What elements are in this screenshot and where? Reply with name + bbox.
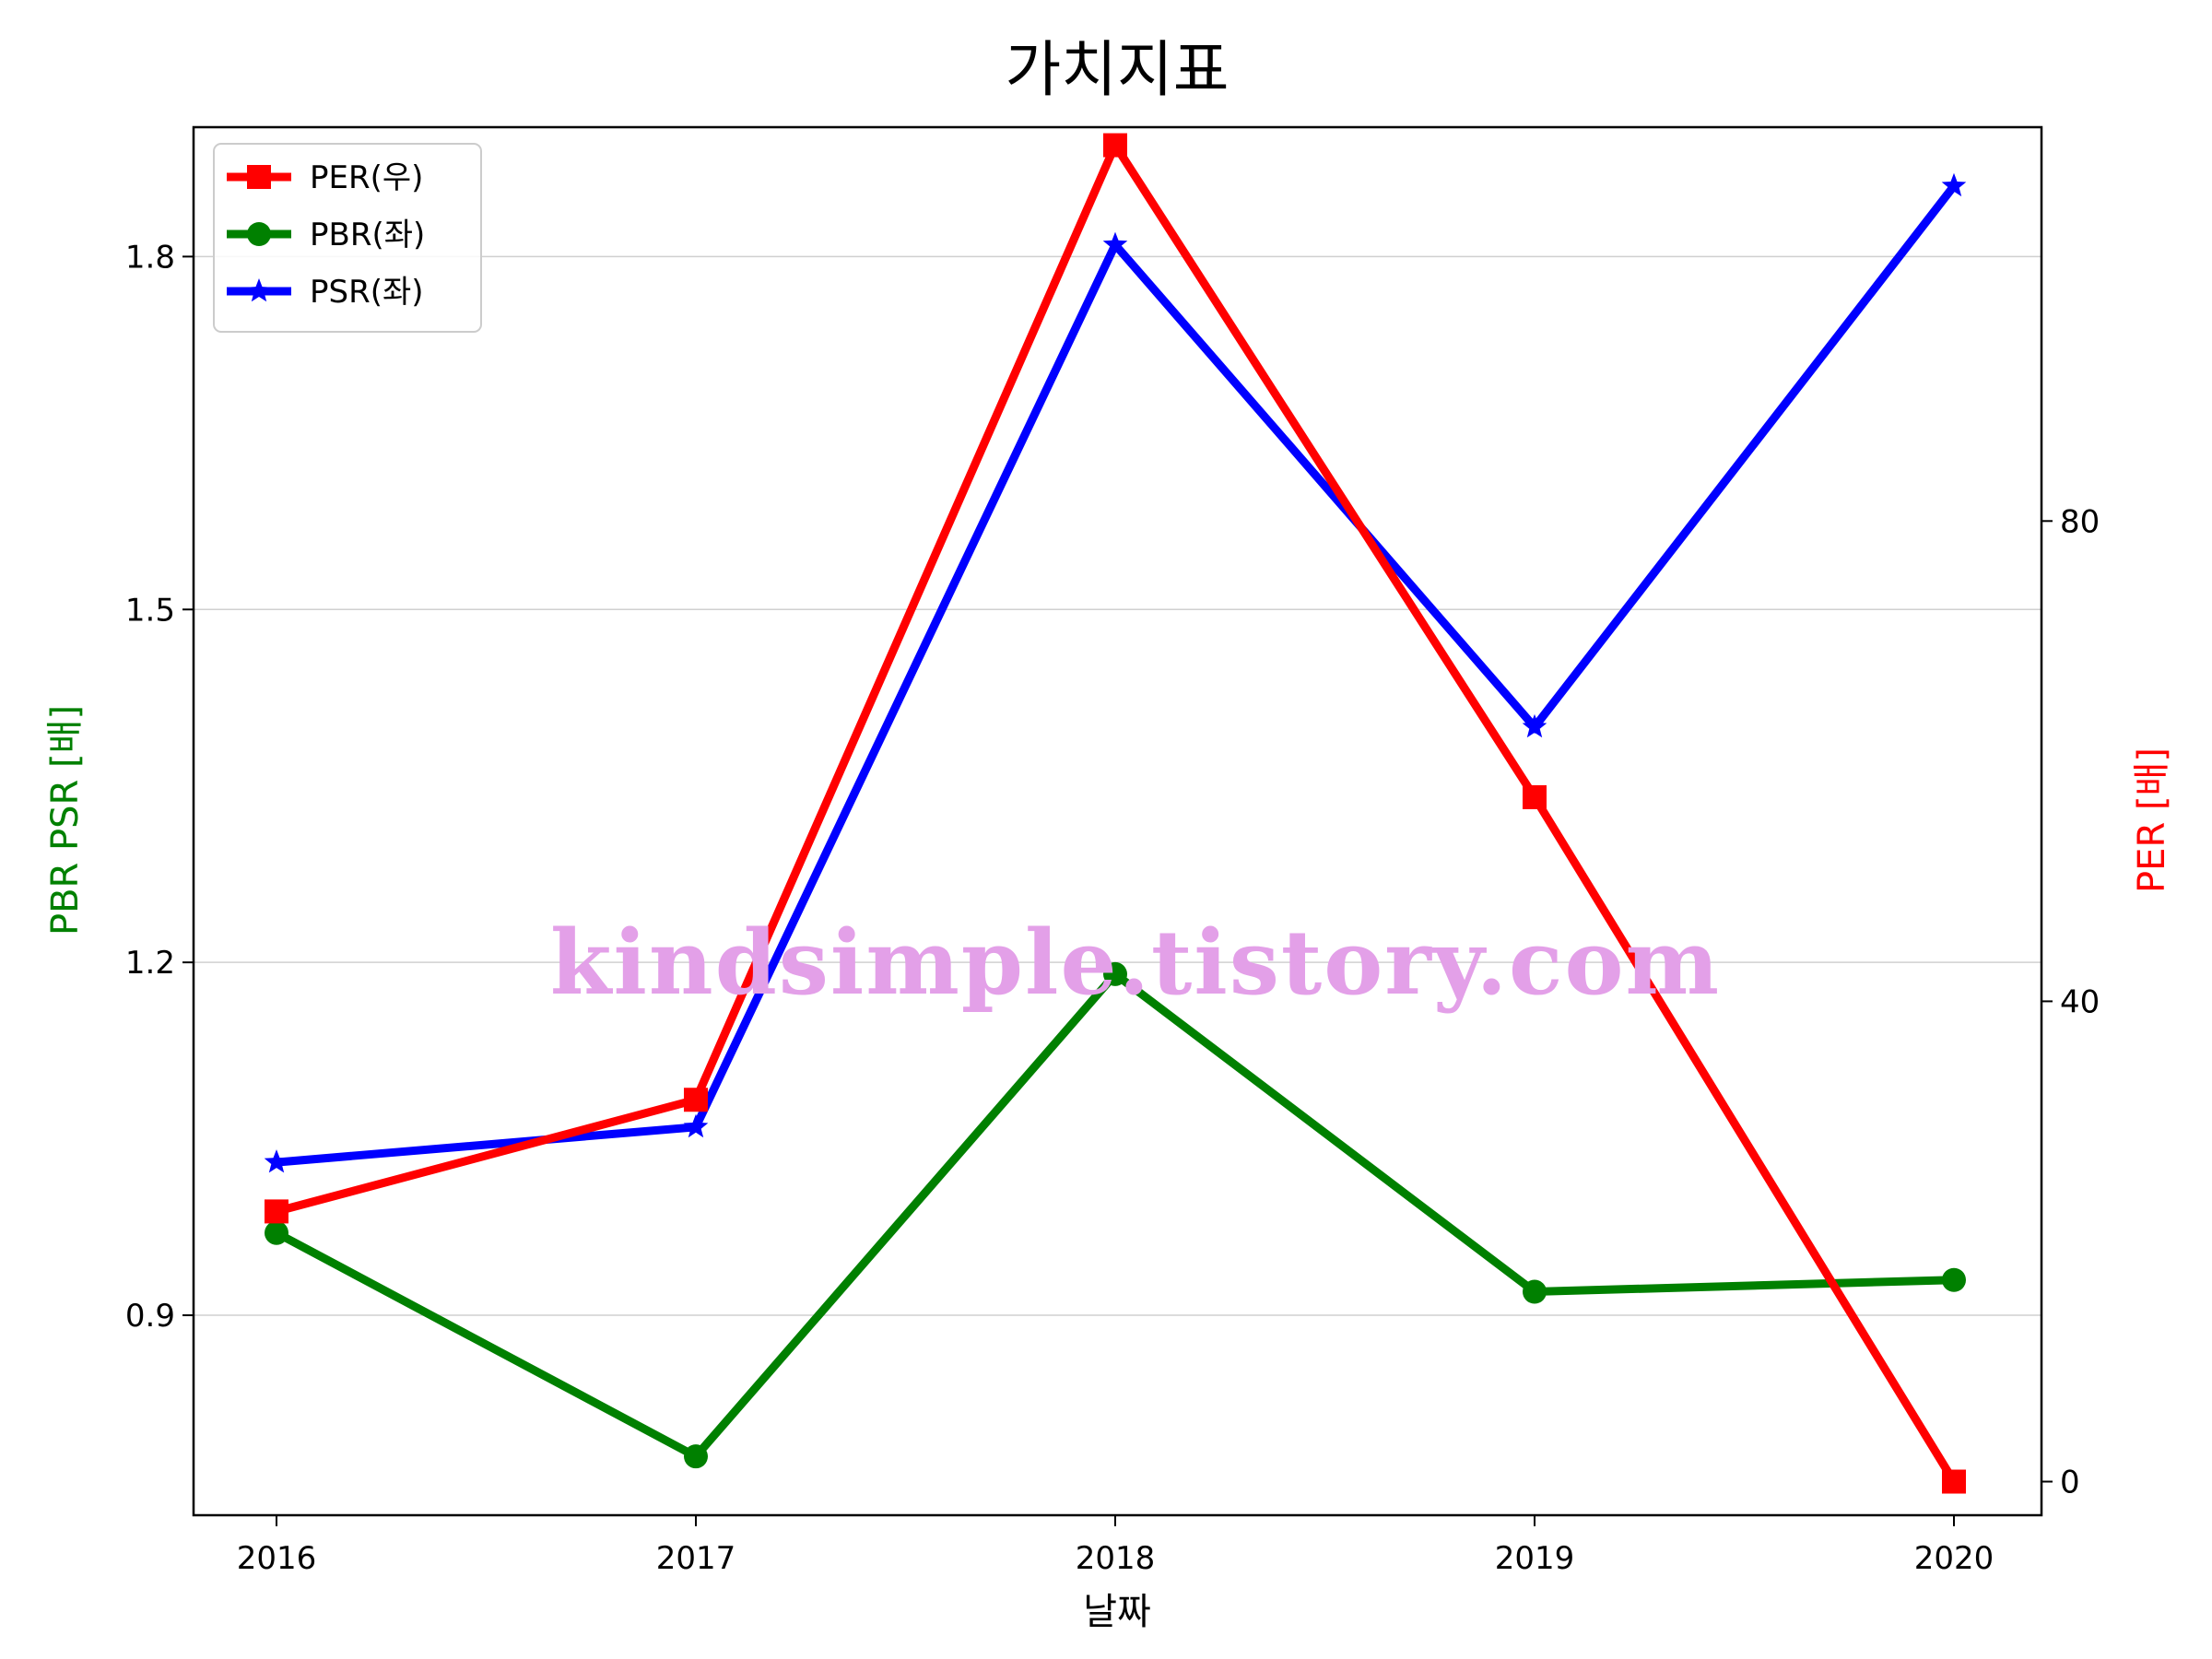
x-tick-label: 2016 xyxy=(237,1540,317,1577)
right-y-tick-label: 80 xyxy=(2060,503,2100,540)
data-point-per xyxy=(265,1199,288,1224)
x-tick-label: 2018 xyxy=(1076,1540,1156,1577)
legend-item-pbr: PBR(좌) xyxy=(227,217,425,253)
left-y-tick-label: 0.9 xyxy=(125,1298,175,1335)
data-point-psr xyxy=(264,1149,289,1173)
legend-items: PER(우) PBR(좌) PSR(좌) xyxy=(227,159,425,311)
x-axis: 2016 2017 2018 2019 2020 xyxy=(237,1515,1994,1577)
legend-box xyxy=(213,143,482,333)
legend-marker xyxy=(247,165,271,189)
x-tick-label: 2019 xyxy=(1495,1540,1575,1577)
left-y-axis: 0.9 1.2 1.5 1.8 xyxy=(125,239,194,1335)
legend-label: PER(우) xyxy=(310,159,423,196)
x-axis-label: 날짜 xyxy=(1083,1591,1151,1633)
right-y-axis-label: PER [배] xyxy=(2131,747,2173,893)
data-point-psr xyxy=(1941,172,1967,197)
watermark: kindsimple.tistory.com xyxy=(550,911,1721,1015)
chart-title: 가치지표 xyxy=(1006,34,1230,105)
legend-marker xyxy=(247,222,271,246)
data-point-pbr xyxy=(1523,1279,1547,1304)
left-y-tick-label: 1.2 xyxy=(125,945,175,982)
right-y-axis: 0 40 80 xyxy=(2041,503,2100,1501)
data-point-pbr xyxy=(1942,1267,1966,1292)
data-point-per xyxy=(1103,133,1127,158)
data-point-psr xyxy=(683,1113,709,1138)
right-y-tick-label: 40 xyxy=(2060,983,2100,1020)
left-y-axis-label: PBR PSR [배] xyxy=(44,705,87,935)
data-point-per xyxy=(1523,784,1547,809)
legend-item-per: PER(우) xyxy=(227,159,423,196)
data-point-pbr xyxy=(265,1220,288,1245)
plot-frame xyxy=(192,125,2043,1517)
data-point-psr xyxy=(1522,713,1547,738)
legend-marker xyxy=(246,278,272,302)
left-y-tick-label: 1.5 xyxy=(125,592,175,629)
data-point-per xyxy=(684,1088,708,1112)
x-tick-label: 2017 xyxy=(656,1540,736,1577)
series-pbr xyxy=(265,961,1966,1469)
legend-item-psr: PSR(좌) xyxy=(227,274,424,311)
data-point-pbr xyxy=(684,1444,708,1469)
data-point-per xyxy=(1942,1469,1966,1494)
x-tick-label: 2020 xyxy=(1914,1540,1994,1577)
series-per xyxy=(265,133,1966,1494)
left-y-tick-label: 1.8 xyxy=(125,239,175,276)
legend: PER(우) PBR(좌) PSR(좌) xyxy=(213,143,482,333)
legend-label: PSR(좌) xyxy=(310,274,424,311)
series-layer xyxy=(264,133,1967,1494)
grid-lines xyxy=(194,255,2041,1316)
right-y-tick-label: 0 xyxy=(2060,1465,2080,1501)
legend-label: PBR(좌) xyxy=(310,217,425,253)
data-point-psr xyxy=(1102,231,1128,255)
data-point-pbr xyxy=(1103,961,1127,986)
